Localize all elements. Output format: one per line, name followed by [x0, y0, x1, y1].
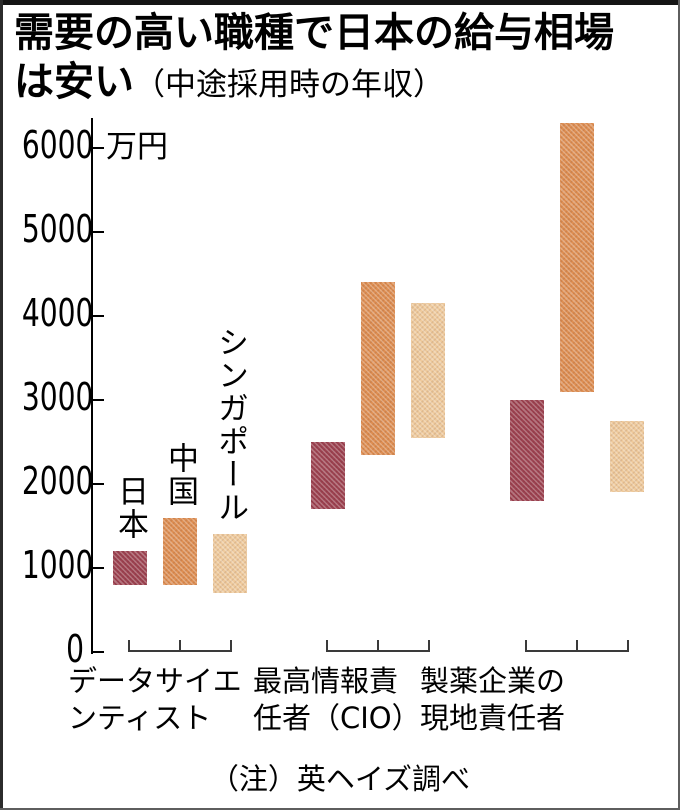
bracket-tick-left: [128, 640, 130, 652]
y-axis-tick-label: 4000: [21, 291, 94, 335]
y-axis-tick: [93, 231, 104, 233]
y-axis-line: [91, 118, 93, 654]
chart-title-main: 需要の高い職種で日本の給与相場は安い: [14, 10, 614, 105]
category-label-line: 最高情報責: [253, 664, 399, 698]
y-axis-unit-label: 万円: [106, 129, 168, 165]
bracket-tick-center: [575, 640, 578, 652]
y-axis-tick-label: 2000: [21, 459, 94, 503]
y-axis-tick: [93, 147, 104, 149]
series-label-singapore: シンガポール: [212, 326, 248, 525]
y-axis-tick-label: 6000: [21, 123, 94, 167]
y-axis-tick: [93, 651, 104, 653]
range-bar-china-group2: [361, 282, 396, 455]
range-bar-china-group3: [559, 122, 594, 392]
range-bar-singapore-group1: [213, 534, 247, 594]
category-label-2: 最高情報責 任者（CIO）: [253, 663, 421, 737]
source-note: （注）英ヘイズ調べ: [209, 762, 471, 796]
series-label-japan: 日本: [112, 475, 148, 542]
series-label-china: 中国: [162, 441, 198, 508]
y-axis-tick-label: 3000: [21, 375, 94, 419]
y-axis-tick-label: 1000: [21, 543, 94, 587]
frame-border-bottom: [0, 808, 680, 810]
y-axis-tick-label: 0: [66, 627, 84, 671]
category-label-line: データサイエ: [68, 664, 242, 698]
range-bar-singapore-group3: [609, 421, 644, 493]
y-axis-tick: [93, 567, 104, 569]
category-label-line: 現地責任者: [420, 701, 566, 735]
bracket-tick-center: [179, 640, 181, 652]
frame-border-top: [0, 0, 680, 5]
chart-title: 需要の高い職種で日本の給与相場は安い（中途採用時の年収）: [14, 9, 636, 110]
bracket-tick-right: [230, 640, 232, 652]
range-bar-japan-group1: [113, 551, 147, 585]
y-axis-tick-label: 5000: [21, 207, 94, 251]
frame-border-right: [678, 0, 680, 810]
category-label-3: 製薬企業の 現地責任者: [420, 663, 565, 737]
bracket-tick-left: [524, 640, 527, 652]
category-label-line: 製薬企業の: [420, 664, 566, 698]
y-axis-tick: [93, 399, 104, 401]
category-bracket-3: [524, 640, 629, 652]
chart-title-subtitle: （中途採用時の年収）: [134, 67, 444, 103]
y-axis-tick: [93, 315, 104, 317]
range-bar-japan-group2: [311, 442, 346, 510]
range-bar-china-group1: [163, 517, 197, 585]
category-label-1: データサイエ ンティスト: [68, 663, 242, 737]
range-bar-singapore-group2: [411, 303, 446, 438]
bracket-tick-right: [428, 640, 431, 652]
frame-border-left: [0, 0, 3, 810]
category-bracket-1: [128, 640, 232, 652]
category-label-line: ンティスト: [68, 701, 212, 735]
bracket-tick-right: [626, 640, 629, 652]
category-label-line: 任者（CIO）: [253, 701, 421, 735]
bracket-tick-center: [377, 640, 380, 652]
bracket-tick-left: [326, 640, 329, 652]
y-axis-tick: [93, 483, 104, 485]
range-bar-japan-group3: [509, 400, 544, 501]
category-bracket-2: [326, 640, 431, 652]
